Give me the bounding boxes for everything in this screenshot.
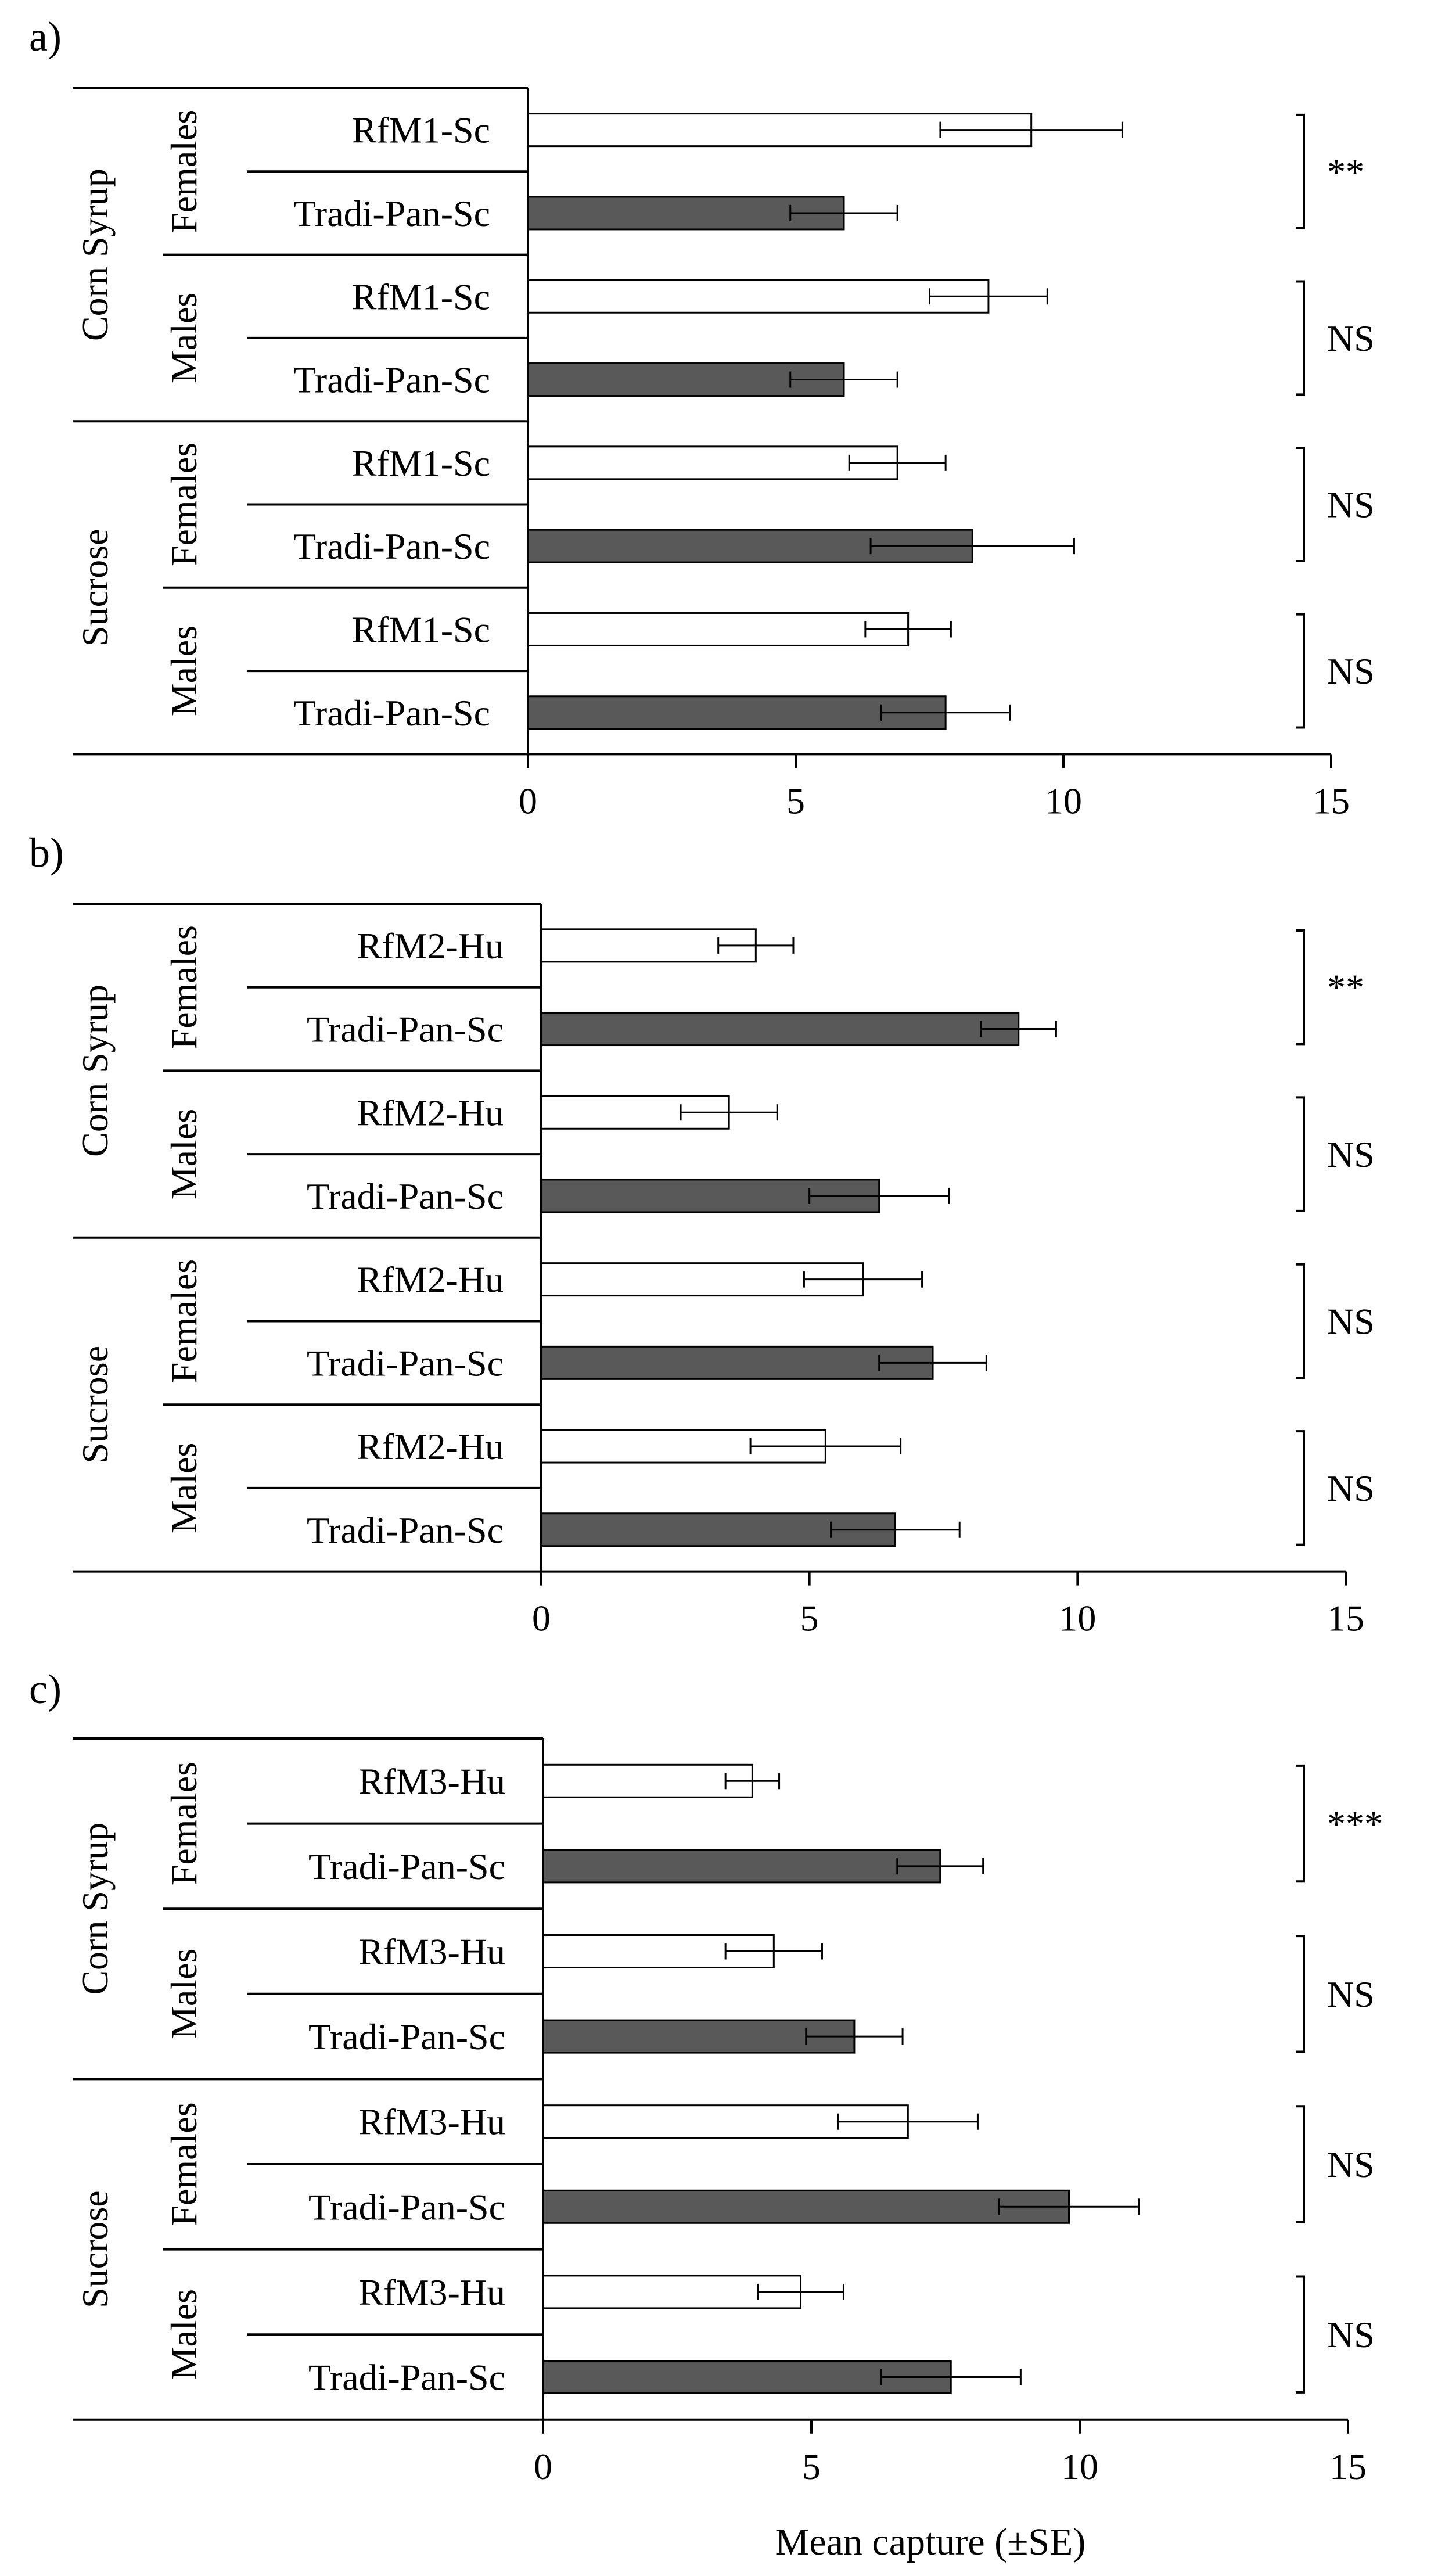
panel-c-x-tick-label: 15 bbox=[1329, 2446, 1367, 2487]
panel-c-sig-bracket bbox=[1296, 2105, 1305, 2223]
panel-c-bar-tradi bbox=[542, 2189, 1070, 2224]
panel-c-bar-rfm bbox=[542, 1763, 753, 1798]
panel-c-sex-label: Females bbox=[163, 1762, 204, 1885]
panel-a-bar-label: RfM1-Sc bbox=[352, 110, 490, 151]
panel-b-bait-label: Sucrose bbox=[74, 1346, 116, 1464]
panel-b-sex-label: Females bbox=[163, 925, 204, 1049]
panel-c-sig-bracket bbox=[1296, 1935, 1305, 2053]
panel-c-x-tick-label: 0 bbox=[534, 2446, 552, 2487]
panel-a-bait-label: Sucrose bbox=[74, 529, 116, 646]
panel-c-bait-label: Sucrose bbox=[74, 2190, 116, 2308]
panel-c-bar-tradi bbox=[542, 1849, 941, 1884]
panel-a-bar-label: RfM1-Sc bbox=[352, 609, 490, 650]
panel-c-bar-label: RfM3-Hu bbox=[359, 1761, 505, 1802]
panel-c-sig-label: NS bbox=[1327, 1974, 1375, 2015]
panel-a-bar-label: RfM1-Sc bbox=[352, 276, 490, 317]
panel-c-sig-bracket bbox=[1296, 1764, 1305, 1883]
panel-b-sex-label: Males bbox=[163, 1443, 204, 1533]
panel-c-bait-label: Corn Syrup bbox=[74, 1823, 116, 1995]
panel-a-sex-label: Males bbox=[163, 626, 204, 716]
panel-b-bar-label: RfM2-Hu bbox=[357, 1426, 504, 1467]
panel-a-sig-bracket bbox=[1296, 280, 1305, 396]
panel-a-sig-bracket bbox=[1296, 447, 1305, 562]
panel-a-bar-label: Tradi-Pan-Sc bbox=[293, 360, 490, 401]
panel-b-bar-label: Tradi-Pan-Sc bbox=[307, 1009, 504, 1050]
panel-a-bar-rfm bbox=[527, 612, 910, 646]
x-axis-title: Mean capture (±SE) bbox=[775, 2521, 1086, 2563]
panel-b-bait-label: Corn Syrup bbox=[74, 985, 116, 1157]
panel-c-sig-label: *** bbox=[1327, 1803, 1383, 1845]
panel-b-label: b) bbox=[29, 829, 64, 876]
panel-b-x-tick-label: 5 bbox=[800, 1598, 819, 1639]
panel-a-sig-label: ** bbox=[1327, 151, 1364, 192]
panel-a-label: a) bbox=[29, 13, 62, 60]
panel-c-bar-label: RfM3-Hu bbox=[359, 2272, 505, 2313]
panel-c-bar-label: RfM3-Hu bbox=[359, 1931, 505, 1973]
panel-c-sig-bracket bbox=[1296, 2275, 1305, 2394]
panel-b-bar-label: RfM2-Hu bbox=[357, 1259, 504, 1300]
panel-a-bar-label: Tradi-Pan-Sc bbox=[293, 193, 490, 234]
panel-b-sig-label: NS bbox=[1327, 1301, 1375, 1342]
panel-b-bar-label: RfM2-Hu bbox=[357, 925, 504, 967]
panel-c-x-tick-label: 10 bbox=[1061, 2446, 1098, 2487]
panel-a-sig-bracket bbox=[1296, 613, 1305, 729]
panel-c-bar-label: Tradi-Pan-Sc bbox=[308, 2357, 505, 2398]
panel-a-bait-label: Corn Syrup bbox=[74, 168, 116, 341]
panel-a-sex-label: Males bbox=[163, 293, 204, 383]
panel-a-sex-label: Females bbox=[163, 443, 204, 566]
panel-c-sig-label: NS bbox=[1327, 2314, 1375, 2355]
panel-c-bar-label: Tradi-Pan-Sc bbox=[308, 1846, 505, 1887]
panel-a-sig-label: NS bbox=[1327, 484, 1375, 526]
panel-b-sex-label: Males bbox=[163, 1109, 204, 1199]
panel-b-sig-bracket bbox=[1296, 929, 1305, 1046]
panel-c-sex-label: Males bbox=[163, 1949, 204, 2039]
panel-a-bar-label: Tradi-Pan-Sc bbox=[293, 526, 490, 567]
panel-c-sex-label: Females bbox=[163, 2102, 204, 2226]
panel-a-x-tick-label: 15 bbox=[1313, 780, 1350, 821]
panel-c-label: c) bbox=[29, 1666, 62, 1712]
panel-a-x-tick-label: 0 bbox=[519, 780, 537, 821]
panel-a-x-tick-label: 10 bbox=[1045, 780, 1082, 821]
panel-b-bar-label: Tradi-Pan-Sc bbox=[307, 1342, 504, 1384]
panel-a-sig-bracket bbox=[1296, 113, 1305, 229]
panel-a-x-tick-label: 5 bbox=[786, 780, 805, 821]
panel-b-sig-label: ** bbox=[1327, 967, 1364, 1008]
panel-b-sig-bracket bbox=[1296, 1263, 1305, 1379]
panel-b-sig-label: NS bbox=[1327, 1468, 1375, 1509]
panel-a-sex-label: Females bbox=[163, 110, 204, 233]
panel-b-bar-tradi bbox=[540, 1345, 934, 1380]
panel-a-sig-label: NS bbox=[1327, 651, 1375, 692]
panel-b-sex-label: Females bbox=[163, 1259, 204, 1383]
panel-b-x-tick-label: 0 bbox=[532, 1598, 551, 1639]
panel-a-bar-tradi bbox=[527, 695, 947, 730]
panel-c-bar-label: Tradi-Pan-Sc bbox=[308, 2016, 505, 2057]
panel-b-bar-label: RfM2-Hu bbox=[357, 1092, 504, 1133]
panel-a-bar-label: RfM1-Sc bbox=[352, 443, 490, 484]
panel-a-bar-rfm bbox=[527, 279, 990, 314]
panel-b-sig-bracket bbox=[1296, 1430, 1305, 1546]
panel-b-bar-label: Tradi-Pan-Sc bbox=[307, 1176, 504, 1217]
panel-b-sig-label: NS bbox=[1327, 1134, 1375, 1175]
panel-a-sig-label: NS bbox=[1327, 318, 1375, 359]
panel-b-bar-tradi bbox=[540, 1012, 1020, 1047]
panel-c-x-tick-label: 5 bbox=[802, 2446, 821, 2487]
panel-c-sig-label: NS bbox=[1327, 2144, 1375, 2185]
panel-b-x-tick-label: 10 bbox=[1059, 1598, 1096, 1639]
panel-c-bar-label: Tradi-Pan-Sc bbox=[308, 2186, 505, 2227]
panel-a-bar-label: Tradi-Pan-Sc bbox=[293, 692, 490, 734]
panel-c-bar-label: RfM3-Hu bbox=[359, 2101, 505, 2143]
panel-c-sex-label: Males bbox=[163, 2289, 204, 2380]
panel-a-bar-rfm bbox=[527, 445, 898, 480]
panel-b-sig-bracket bbox=[1296, 1096, 1305, 1212]
panel-b-x-tick-label: 15 bbox=[1327, 1598, 1364, 1639]
panel-b-bar-label: Tradi-Pan-Sc bbox=[307, 1510, 504, 1551]
